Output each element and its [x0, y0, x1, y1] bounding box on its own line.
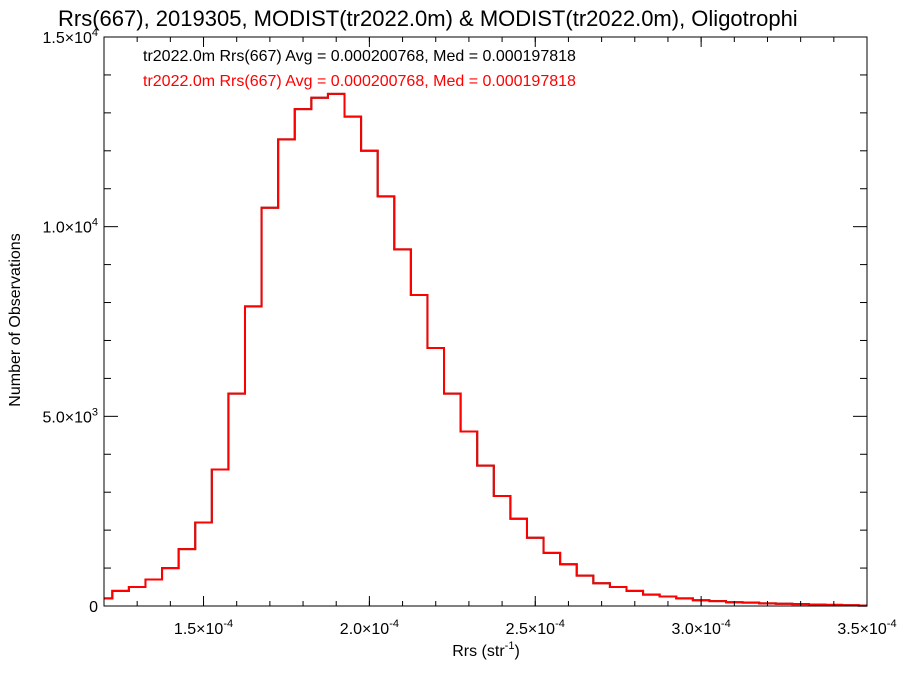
y-tick-label: 5.0×103: [42, 406, 98, 426]
y-tick-label: 1.5×104: [42, 27, 98, 47]
x-tick-label: 3.5×10-4: [837, 618, 896, 638]
y-tick-label: 0: [89, 599, 98, 616]
stats-annotations: tr2022.0m Rrs(667) Avg = 0.000200768, Me…: [143, 48, 576, 90]
stats-annotation-1: tr2022.0m Rrs(667) Avg = 0.000200768, Me…: [143, 73, 576, 90]
x-axis-ticks: 1.5×10-4 2.0×10-4 2.5×10-4 3.0×10-4 3.5×10-4: [103, 37, 897, 638]
histogram-series-1: [104, 92, 867, 607]
x-tick-label: 1.5×10-4: [174, 618, 233, 638]
histogram-curves: [104, 92, 867, 607]
y-tick-label: 1.0×104: [42, 217, 98, 237]
x-tick-label: 2.5×10-4: [506, 618, 565, 638]
y-axis-label: Number of Observations: [7, 233, 24, 406]
chart-title: Rrs(667), 2019305, MODIST(tr2022.0m) & M…: [58, 6, 798, 31]
x-axis-label: Rrs (str-1): [452, 640, 520, 660]
plot-frame: [103, 36, 868, 607]
stats-annotation-0: tr2022.0m Rrs(667) Avg = 0.000200768, Me…: [143, 48, 576, 65]
x-tick-label: 3.0×10-4: [672, 618, 731, 638]
y-axis-ticks: 0 5.0×103 1.0×104 1.5×104: [42, 27, 867, 616]
x-tick-label: 2.0×10-4: [340, 618, 399, 638]
